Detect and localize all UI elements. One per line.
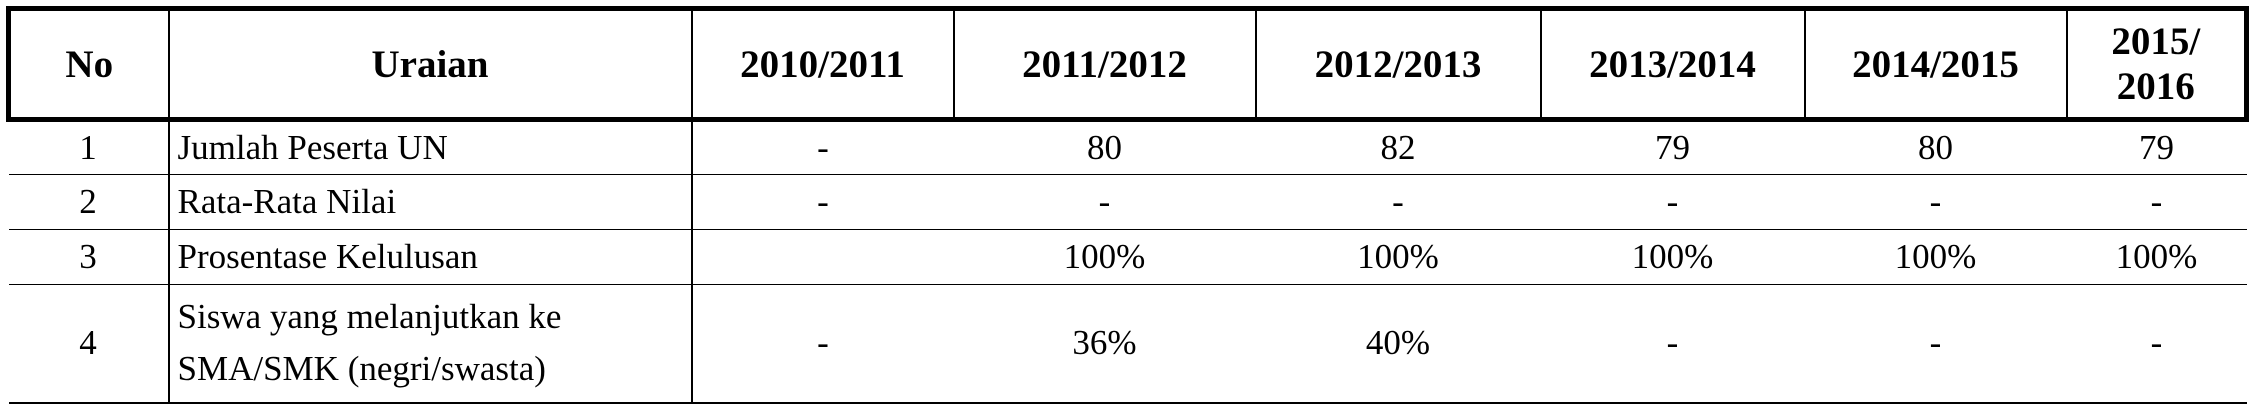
row-description: Prosentase Kelulusan [167, 229, 693, 285]
value-cell: 79 [2066, 119, 2247, 175]
value-cell: - [1540, 284, 1805, 404]
value-cell: 36% [953, 284, 1256, 404]
value-cell: - [2066, 174, 2247, 230]
row-number: 3 [8, 229, 170, 285]
value-cell: - [2066, 284, 2247, 404]
description-line: Siswa yang melanjutkan ke [177, 297, 562, 337]
table-row: 4 Siswa yang melanjutkan ke SMA/SMK (neg… [8, 284, 2247, 404]
value-cell: - [1255, 174, 1541, 230]
value-cell: - [691, 119, 954, 175]
value-cell: 100% [1255, 229, 1541, 285]
header-2013-2014: 2013/2014 [1539, 6, 1806, 122]
value-cell: 80 [1804, 119, 2067, 175]
value-cell: - [1540, 174, 1805, 230]
row-number: 1 [8, 119, 170, 175]
header-row: No Uraian 2010/2011 2011/2012 2012/2013 … [6, 6, 2249, 122]
value-cell [691, 229, 954, 285]
header-no: No [6, 6, 170, 122]
value-cell: 80 [953, 119, 1256, 175]
table-row: 1 Jumlah Peserta UN - 80 82 79 80 79 [8, 119, 2247, 175]
value-cell: - [691, 174, 954, 230]
row-description: Siswa yang melanjutkan ke SMA/SMK (negri… [167, 284, 693, 404]
header-2015-2016: 2015/ 2016 [2065, 6, 2249, 122]
header-2010-2011: 2010/2011 [690, 6, 955, 122]
row-description: Jumlah Peserta UN [167, 119, 693, 175]
value-cell: 79 [1540, 119, 1805, 175]
row-description: Rata-Rata Nilai [167, 174, 693, 230]
value-cell: 82 [1255, 119, 1541, 175]
table-row: 3 Prosentase Kelulusan 100% 100% 100% 10… [8, 229, 2247, 285]
value-cell: - [1804, 174, 2067, 230]
value-cell: 100% [1804, 229, 2067, 285]
value-cell: 100% [1540, 229, 1805, 285]
header-2014-2015: 2014/2015 [1803, 6, 2068, 122]
row-number: 4 [8, 284, 170, 404]
table-row: 2 Rata-Rata Nilai - - - - - - [8, 174, 2247, 230]
value-cell: - [953, 174, 1256, 230]
value-cell: 40% [1255, 284, 1541, 404]
header-uraian: Uraian [167, 6, 693, 122]
value-cell: 100% [953, 229, 1256, 285]
header-2011-2012: 2011/2012 [952, 6, 1257, 122]
value-cell: 100% [2066, 229, 2247, 285]
data-table: No Uraian 2010/2011 2011/2012 2012/2013 … [6, 6, 2249, 404]
row-number: 2 [8, 174, 170, 230]
value-cell: - [691, 284, 954, 404]
header-2012-2013: 2012/2013 [1254, 6, 1542, 122]
description-line: SMA/SMK (negri/swasta) [177, 349, 546, 389]
value-cell: - [1804, 284, 2067, 404]
